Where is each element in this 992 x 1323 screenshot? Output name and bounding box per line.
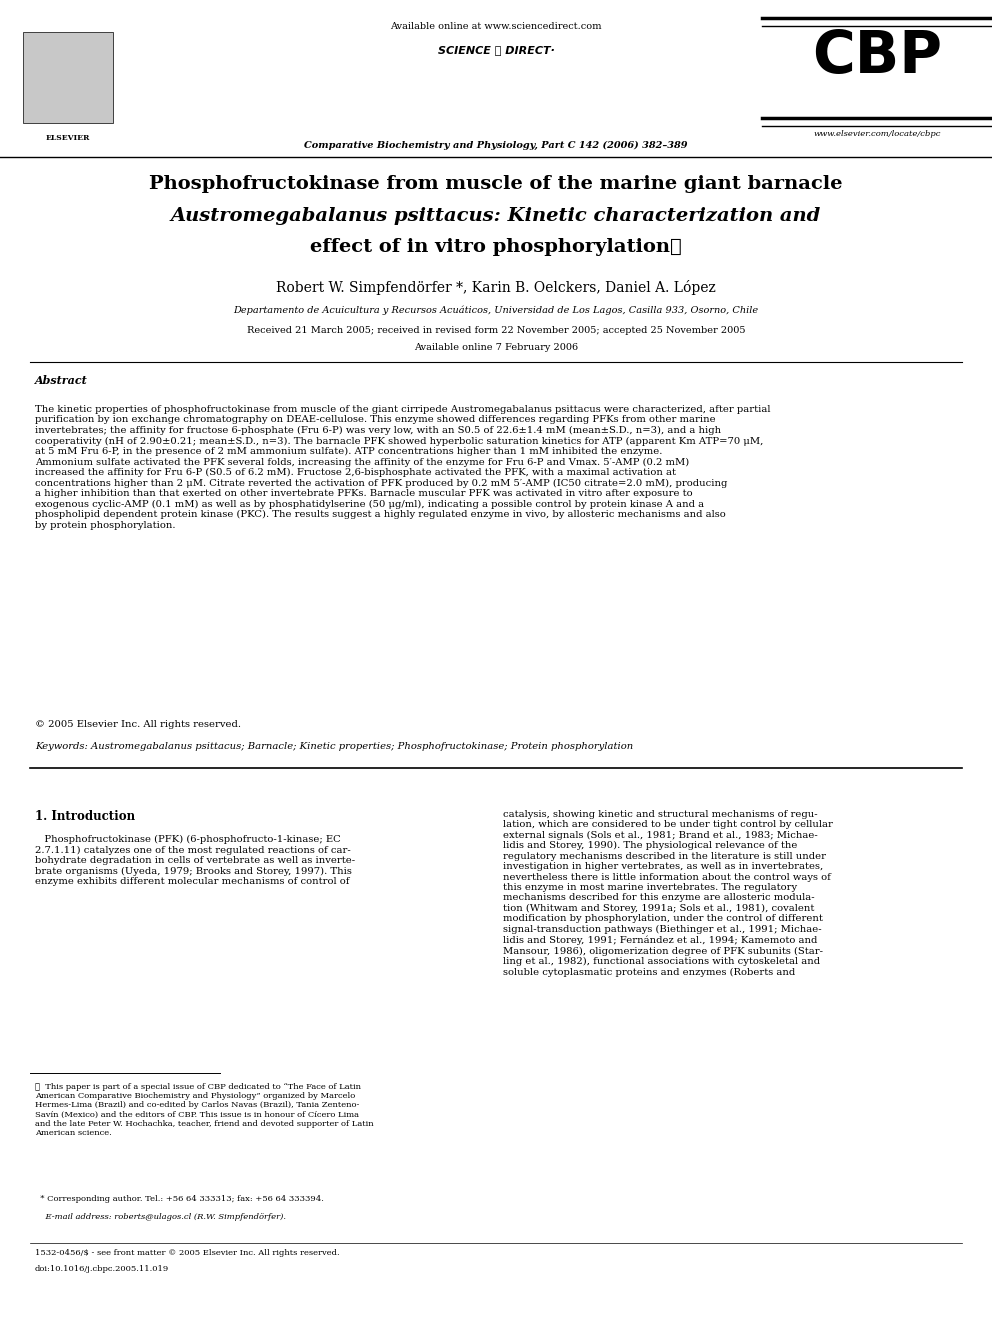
Text: Departamento de Acuicultura y Recursos Acuáticos, Universidad de Los Lagos, Casi: Departamento de Acuicultura y Recursos A… <box>233 306 759 315</box>
Text: © 2005 Elsevier Inc. All rights reserved.: © 2005 Elsevier Inc. All rights reserved… <box>35 720 241 729</box>
Text: Robert W. Simpfendörfer *, Karin B. Oelckers, Daniel A. López: Robert W. Simpfendörfer *, Karin B. Oelc… <box>276 280 716 295</box>
Text: The kinetic properties of phosphofructokinase from muscle of the giant cirripede: The kinetic properties of phosphofructok… <box>35 405 771 529</box>
Text: Keywords: Austromegabalanus psittacus; Barnacle; Kinetic properties; Phosphofruc: Keywords: Austromegabalanus psittacus; B… <box>35 742 633 751</box>
Bar <box>23 32 113 123</box>
Text: Austromegabalanus psittacus: Kinetic characterization and: Austromegabalanus psittacus: Kinetic cha… <box>171 206 821 225</box>
Text: ★  This paper is part of a special issue of CBP dedicated to “The Face of Latin
: ★ This paper is part of a special issue … <box>35 1084 374 1136</box>
Text: effect of in vitro phosphorylation☆: effect of in vitro phosphorylation☆ <box>310 238 682 255</box>
Text: CBP: CBP <box>812 28 942 85</box>
Text: doi:10.1016/j.cbpc.2005.11.019: doi:10.1016/j.cbpc.2005.11.019 <box>35 1265 170 1273</box>
Text: E-mail address: roberts@ulagos.cl (R.W. Simpfendörfer).: E-mail address: roberts@ulagos.cl (R.W. … <box>35 1213 286 1221</box>
Text: Comparative Biochemistry and Physiology, Part C 142 (2006) 382–389: Comparative Biochemistry and Physiology,… <box>305 142 687 149</box>
Text: Abstract: Abstract <box>35 374 87 386</box>
Text: Received 21 March 2005; received in revised form 22 November 2005; accepted 25 N: Received 21 March 2005; received in revi… <box>247 325 745 335</box>
Text: Available online 7 February 2006: Available online 7 February 2006 <box>414 343 578 352</box>
Text: * Corresponding author. Tel.: +56 64 333313; fax: +56 64 333394.: * Corresponding author. Tel.: +56 64 333… <box>35 1195 323 1203</box>
Text: Available online at www.sciencedirect.com: Available online at www.sciencedirect.co… <box>390 22 602 30</box>
Text: catalysis, showing kinetic and structural mechanisms of regu-
lation, which are : catalysis, showing kinetic and structura… <box>503 810 833 976</box>
Text: 1. Introduction: 1. Introduction <box>35 810 135 823</box>
Text: 1532-0456/$ - see front matter © 2005 Elsevier Inc. All rights reserved.: 1532-0456/$ - see front matter © 2005 El… <box>35 1249 339 1257</box>
Text: ELSEVIER: ELSEVIER <box>46 134 90 142</box>
Text: Phosphofructokinase (PFK) (6-phosphofructo-1-kinase; EC
2.7.1.11) catalyzes one : Phosphofructokinase (PFK) (6-phosphofruc… <box>35 835 355 886</box>
Text: Phosphofructokinase from muscle of the marine giant barnacle: Phosphofructokinase from muscle of the m… <box>149 175 843 193</box>
Text: www.elsevier.com/locate/cbpc: www.elsevier.com/locate/cbpc <box>813 130 940 138</box>
Text: SCIENCE ⓐ DIRECT·: SCIENCE ⓐ DIRECT· <box>437 45 555 56</box>
